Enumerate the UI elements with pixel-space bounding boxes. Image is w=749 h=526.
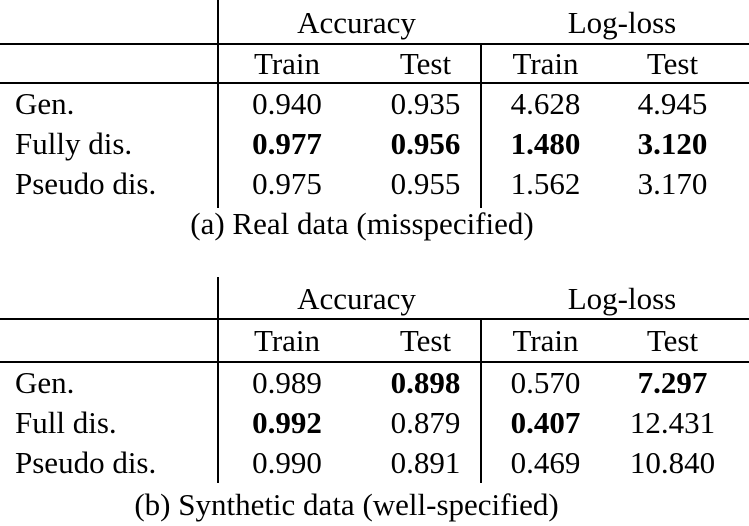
table-caption-b: (b) Synthetic data (well-specified) [134,487,559,522]
table-cell: 0.469 [510,445,581,480]
column-group-accuracy: Accuracy [297,281,416,316]
table-cell: 0.990 [252,445,322,480]
column-group-accuracy: Accuracy [297,5,416,40]
table-cell: 0.879 [390,405,461,440]
vertical-rule [480,43,482,208]
table-row: Gen. 0.940 0.935 4.628 4.945 [0,84,749,124]
vertical-rule [217,277,219,483]
table-cell: 0.891 [390,445,461,480]
table-row: Pseudo dis. 0.975 0.955 1.562 3.170 [0,164,749,204]
table-cell: 0.935 [390,86,461,121]
subheader-accuracy-train: Train [253,322,321,358]
table-cell: 3.120 [637,126,708,161]
row-label: Full dis. [15,405,117,440]
table-cell: 0.956 [390,126,461,161]
subheader-logloss-test: Test [646,322,699,358]
table-row: Full dis. 0.992 0.879 0.407 12.431 [0,403,749,443]
table-row: Gen. 0.989 0.898 0.570 7.297 [0,363,749,403]
vertical-rule [217,0,219,208]
row-label: Pseudo dis. [15,445,157,480]
subheader-accuracy-test: Test [399,45,452,81]
table-cell: 0.407 [510,405,581,440]
row-label: Gen. [15,86,75,121]
table-cell: 0.977 [252,126,322,161]
table-cell: 0.898 [390,365,461,400]
table-cell: 3.170 [637,166,708,201]
table-caption-a: (a) Real data (misspecified) [190,206,534,241]
subheader-accuracy-train: Train [253,45,321,81]
table-cell: 0.570 [510,365,581,400]
subheader-logloss-train: Train [512,45,579,81]
subheader-accuracy-test: Test [399,322,452,358]
row-label: Gen. [15,365,75,400]
corner-spacer [0,20,218,23]
column-group-logloss: Log-loss [567,281,677,316]
table-synthetic-data: Accuracy Log-loss Train Test Train Test … [0,277,749,483]
table-cell: 0.992 [252,405,322,440]
table-cell: 0.989 [252,365,322,400]
column-group-header-row: Accuracy Log-loss [0,0,749,45]
column-group-logloss: Log-loss [567,5,677,40]
subheader-row: Train Test Train Test [0,45,749,84]
vertical-rule [480,318,482,483]
corner-spacer [0,296,218,299]
row-label: Fully dis. [15,126,133,161]
table-cell: 1.562 [510,166,581,201]
table-row: Pseudo dis. 0.990 0.891 0.469 10.840 [0,443,749,483]
table-cell: 1.480 [510,126,581,161]
table-cell: 0.975 [252,166,322,201]
table-row: Fully dis. 0.977 0.956 1.480 3.120 [0,124,749,164]
table-cell: 0.940 [252,86,322,121]
subheader-row: Train Test Train Test [0,320,749,363]
subheader-logloss-train: Train [512,322,579,358]
row-label: Pseudo dis. [15,166,157,201]
table-cell: 4.945 [637,86,708,121]
table-cell: 0.955 [390,166,461,201]
subheader-logloss-test: Test [646,45,699,81]
table-cell: 10.840 [629,445,716,480]
table-cell: 7.297 [637,365,708,400]
table-real-data: Accuracy Log-loss Train Test Train Test … [0,0,749,204]
table-cell: 4.628 [510,86,581,121]
column-group-header-row: Accuracy Log-loss [0,277,749,320]
table-cell: 12.431 [629,405,716,440]
